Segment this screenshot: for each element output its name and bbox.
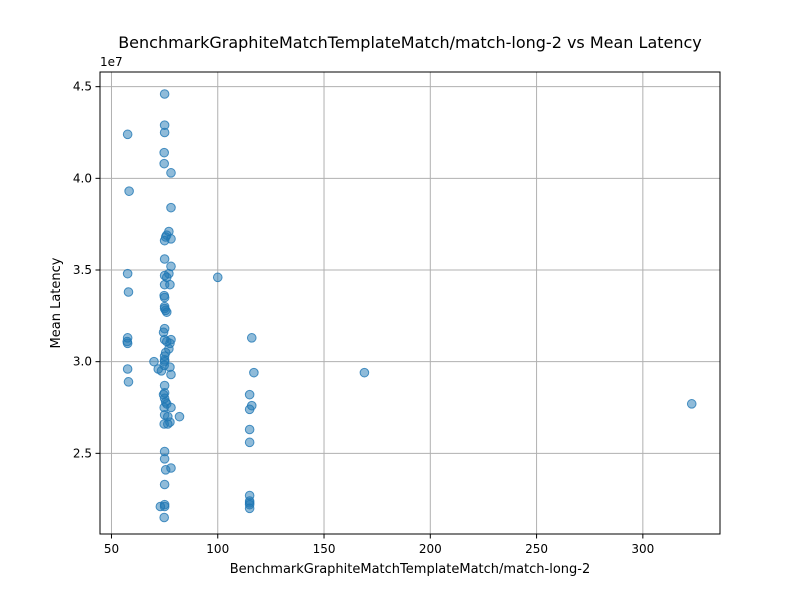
x-tick-label: 200	[419, 542, 442, 556]
data-point	[122, 129, 133, 140]
data-point	[159, 292, 170, 303]
data-point	[159, 254, 170, 264]
data-point	[686, 399, 697, 409]
y-axis-scale-label: 1e7	[100, 55, 123, 69]
y-tick-label: 3.5	[73, 263, 92, 277]
data-point	[246, 333, 257, 343]
data-point	[165, 279, 175, 290]
data-point	[166, 234, 176, 244]
x-tick: 200	[419, 534, 442, 556]
data-point	[359, 367, 370, 378]
data-point	[166, 463, 176, 473]
x-axis-ticks: 50 100 150 200 250 300	[104, 534, 654, 556]
x-tick-label: 300	[631, 542, 654, 556]
data-point	[212, 272, 223, 283]
data-point	[163, 419, 173, 429]
grid-lines	[100, 72, 720, 534]
data-point	[166, 202, 176, 213]
data-point	[166, 369, 176, 380]
data-point	[156, 366, 167, 376]
data-point	[166, 402, 176, 413]
data-point	[123, 287, 134, 297]
data-point	[160, 305, 171, 316]
data-points	[122, 89, 697, 523]
data-point	[159, 479, 170, 490]
y-tick: 4.0	[73, 171, 100, 185]
data-point	[244, 424, 255, 435]
y-tick: 2.5	[73, 446, 100, 460]
data-point	[159, 89, 170, 99]
y-tick-label: 4.5	[73, 80, 92, 94]
y-tick-label: 3.0	[73, 355, 92, 369]
x-tick: 300	[631, 534, 654, 556]
data-point	[244, 437, 255, 448]
data-point	[159, 158, 169, 169]
y-tick-label: 2.5	[73, 446, 92, 460]
x-tick-label: 100	[206, 542, 229, 556]
y-tick-label: 4.0	[73, 171, 92, 185]
data-point	[174, 411, 185, 422]
data-point	[159, 454, 170, 464]
data-point	[166, 168, 176, 178]
data-point	[244, 389, 255, 400]
data-point	[123, 377, 134, 387]
data-point	[122, 364, 133, 374]
data-point	[244, 503, 255, 514]
x-tick: 250	[525, 534, 548, 556]
data-point	[159, 512, 169, 523]
x-axis-label: BenchmarkGraphiteMatchTemplateMatch/matc…	[230, 562, 590, 577]
x-tick-label: 150	[313, 542, 336, 556]
x-tick-label: 50	[104, 542, 119, 556]
y-axis-label: Mean Latency	[49, 257, 64, 348]
y-tick: 3.0	[73, 355, 100, 369]
x-tick-label: 250	[525, 542, 548, 556]
data-point	[244, 404, 255, 415]
data-point	[149, 356, 159, 367]
data-point	[159, 501, 170, 512]
x-tick: 50	[104, 534, 119, 556]
data-point	[249, 367, 259, 378]
data-point	[159, 127, 170, 138]
data-point	[159, 147, 169, 158]
y-tick: 3.5	[73, 263, 100, 277]
y-axis-ticks: 2.5 3.0 3.5 4.0 4.5	[73, 80, 100, 460]
data-point	[122, 268, 133, 279]
data-point	[122, 338, 133, 349]
x-tick: 100	[206, 534, 229, 556]
x-tick: 150	[313, 534, 336, 556]
data-point	[124, 186, 134, 196]
chart-title: BenchmarkGraphiteMatchTemplateMatch/matc…	[118, 33, 702, 52]
y-tick: 4.5	[73, 80, 100, 94]
plot-frame	[99, 71, 721, 535]
